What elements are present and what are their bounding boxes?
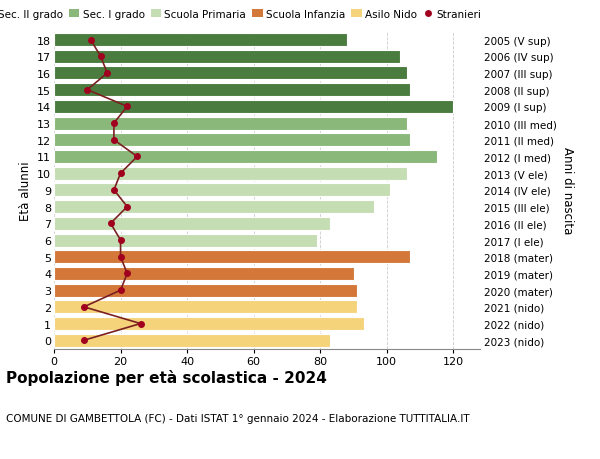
Bar: [54, 134, 410, 147]
Y-axis label: Età alunni: Età alunni: [19, 161, 32, 220]
Y-axis label: Anni di nascita: Anni di nascita: [561, 147, 574, 234]
Bar: [54, 251, 410, 263]
Bar: [54, 301, 357, 313]
Bar: [54, 50, 400, 64]
Bar: [54, 184, 390, 197]
Bar: [54, 168, 407, 180]
Bar: [54, 118, 407, 130]
Bar: [54, 267, 353, 280]
Bar: [54, 201, 373, 213]
Bar: [54, 151, 437, 164]
Bar: [54, 284, 357, 297]
Bar: [54, 101, 454, 114]
Bar: [54, 34, 347, 47]
Bar: [54, 317, 364, 330]
Bar: [54, 234, 317, 247]
Text: Popolazione per età scolastica - 2024: Popolazione per età scolastica - 2024: [6, 369, 327, 386]
Text: COMUNE DI GAMBETTOLA (FC) - Dati ISTAT 1° gennaio 2024 - Elaborazione TUTTITALIA: COMUNE DI GAMBETTOLA (FC) - Dati ISTAT 1…: [6, 413, 470, 423]
Bar: [54, 217, 330, 230]
Bar: [54, 67, 407, 80]
Bar: [54, 84, 410, 97]
Bar: [54, 334, 330, 347]
Legend: Sec. II grado, Sec. I grado, Scuola Primaria, Scuola Infanzia, Asilo Nido, Stran: Sec. II grado, Sec. I grado, Scuola Prim…: [0, 6, 486, 24]
